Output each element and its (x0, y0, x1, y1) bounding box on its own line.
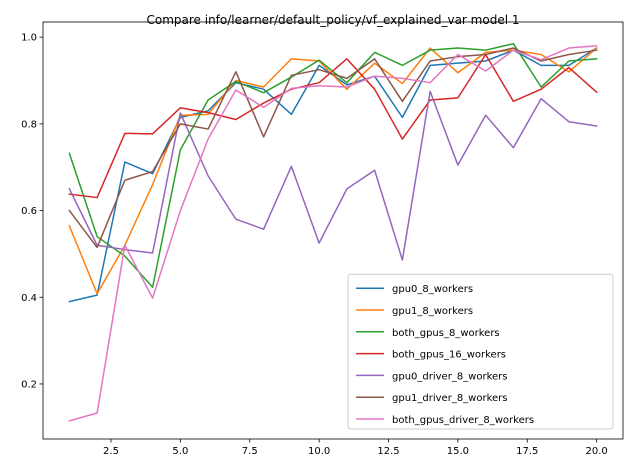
y-tick-label: 1.0 (21, 33, 37, 44)
series-line-both-gpus-16-workers (68, 53, 598, 199)
x-tick-label: 2.5 (103, 446, 119, 457)
legend-entry: gpu1_driver_8_workers (392, 393, 508, 404)
y-axis: 0.2 0.4 0.6 0.8 1.0 (21, 33, 43, 390)
y-tick-label: 0.6 (21, 206, 37, 217)
x-axis: 2.5 5.0 7.5 10.0 12.5 15.0 17.5 20.0 (103, 439, 608, 457)
y-tick-label: 0.8 (21, 119, 37, 130)
y-tick-label: 0.2 (21, 379, 37, 390)
y-tick-label: 0.4 (21, 293, 37, 304)
legend-entry: gpu0_driver_8_workers (392, 371, 508, 382)
x-tick-label: 17.5 (516, 446, 538, 457)
chart-title: Compare info/learner/default_policy/vf_e… (146, 13, 519, 27)
legend: gpu0_8_workers gpu1_8_workers both_gpus_8_… (347, 273, 614, 430)
legend-entry: both_gpus_16_workers (392, 350, 506, 361)
series-line-gpu1-8-workers (68, 46, 598, 295)
legend-entry: gpu0_8_workers (392, 284, 473, 295)
x-tick-label: 5.0 (172, 446, 188, 457)
series-line-gpu0-driver-8-workers (68, 90, 598, 261)
plot-frame (42, 21, 624, 440)
x-tick-label: 7.5 (242, 446, 258, 457)
legend-entry: both_gpus_8_workers (392, 328, 500, 339)
x-tick-label: 10.0 (308, 446, 330, 457)
legend-entry: both_gpus_driver_8_workers (392, 415, 534, 426)
series-lines (68, 42, 598, 422)
x-tick-label: 20.0 (586, 446, 608, 457)
series-line-both-gpus-driver-8-workers (68, 45, 598, 422)
legend-entry: gpu1_8_workers (392, 306, 473, 317)
x-tick-label: 15.0 (447, 446, 469, 457)
legend-box (347, 273, 614, 430)
x-tick-label: 12.5 (377, 446, 399, 457)
series-line-gpu1-driver-8-workers (68, 47, 598, 249)
